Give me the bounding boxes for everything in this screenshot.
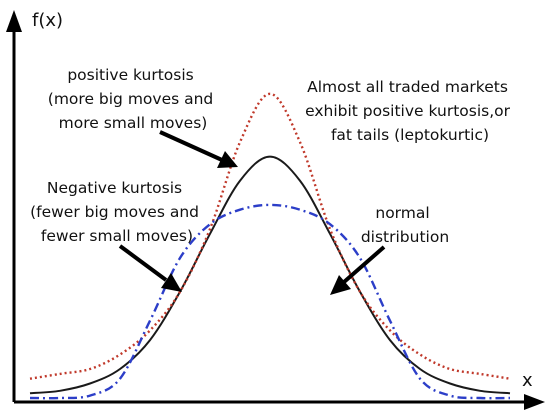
- arrow-negative: [118, 244, 182, 292]
- annotation-market-line-3: fat tails (leptokurtic): [331, 126, 489, 144]
- x-axis-label: x: [522, 370, 533, 391]
- annotation-negative-line-1: Negative kurtosis: [47, 179, 182, 197]
- annotation-normal-distribution: normal distribution: [361, 204, 449, 246]
- arrow-positive: [159, 130, 238, 168]
- y-axis-arrow: [6, 10, 22, 32]
- arrow-positive-head: [217, 151, 238, 168]
- curve-platykurtic: [29, 203, 511, 400]
- curve-leptokurtic: [29, 92, 511, 380]
- annotation-negative-kurtosis: Negative kurtosis (fewer big moves and f…: [30, 179, 204, 245]
- arrow-normal: [330, 245, 386, 295]
- annotation-positive-line-2: (more big moves and: [48, 90, 214, 108]
- arrow-normal-shaft: [342, 245, 386, 284]
- annotation-market-line-1: Almost all traded markets: [307, 78, 508, 96]
- annotation-positive-line-3: more small moves): [59, 114, 208, 132]
- y-axis-label: f(x): [32, 10, 63, 31]
- arrow-positive-shaft: [159, 130, 223, 162]
- annotation-market-line-2: exhibit positive kurtosis,or: [305, 102, 511, 120]
- annotation-positive-line-1: positive kurtosis: [67, 66, 193, 84]
- annotation-negative-line-2: (fewer big moves and: [30, 203, 199, 221]
- arrow-negative-head: [161, 273, 182, 292]
- arrow-normal-head: [330, 275, 351, 295]
- annotation-market: Almost all traded markets exhibit positi…: [305, 78, 515, 144]
- annotation-normal-line-1: normal: [375, 204, 429, 222]
- annotation-negative-line-3: fewer small moves): [41, 227, 193, 245]
- annotation-normal-line-2: distribution: [361, 228, 449, 246]
- curve-normal: [29, 155, 511, 395]
- x-axis-arrow: [524, 394, 545, 410]
- curve-layer: [29, 92, 511, 400]
- arrow-negative-shaft: [118, 244, 168, 282]
- annotation-positive-kurtosis: positive kurtosis (more big moves and mo…: [48, 66, 218, 132]
